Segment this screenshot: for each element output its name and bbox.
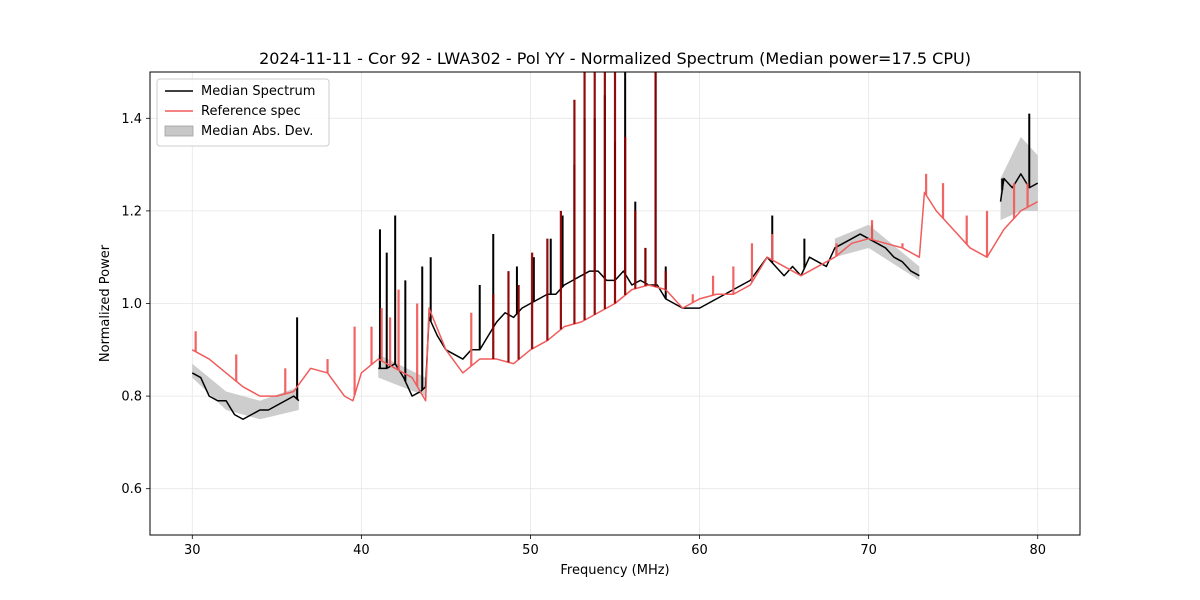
chart-title: 2024-11-11 - Cor 92 - LWA302 - Pol YY - … xyxy=(259,49,971,68)
y-tick-label: 1.0 xyxy=(121,297,142,312)
x-tick-label: 30 xyxy=(184,543,201,558)
legend-label-reference: Reference spec xyxy=(201,104,301,119)
x-tick-label: 60 xyxy=(691,543,708,558)
x-axis-ticks: 30 40 50 60 70 80 xyxy=(184,535,1046,558)
x-tick-label: 50 xyxy=(522,543,539,558)
y-tick-label: 0.6 xyxy=(121,482,142,497)
y-axis-ticks: 0.6 0.8 1.0 1.2 1.4 xyxy=(121,112,150,497)
mad-band xyxy=(192,363,299,420)
x-axis-label: Frequency (MHz) xyxy=(560,563,669,578)
reference-series-layer xyxy=(191,72,1039,402)
x-tick-label: 40 xyxy=(353,543,370,558)
legend-frame xyxy=(156,78,330,147)
y-tick-label: 0.8 xyxy=(121,390,142,405)
plot-area xyxy=(149,71,1081,536)
x-tick-label: 70 xyxy=(860,543,877,558)
reference-spectrum-line xyxy=(191,191,1039,402)
mad-band xyxy=(834,224,920,281)
y-axis-label: Normalized Power xyxy=(98,244,113,362)
legend-label-mad: Median Abs. Dev. xyxy=(201,124,313,139)
legend-swatch-mad xyxy=(164,125,194,137)
y-tick-label: 1.4 xyxy=(121,112,142,127)
median-spectrum-line xyxy=(191,173,1039,420)
legend-label-median: Median Spectrum xyxy=(201,84,315,99)
x-tick-label: 80 xyxy=(1029,543,1046,558)
y-tick-label: 1.2 xyxy=(121,204,142,219)
legend: Median Spectrum Reference spec Median Ab… xyxy=(156,78,330,147)
